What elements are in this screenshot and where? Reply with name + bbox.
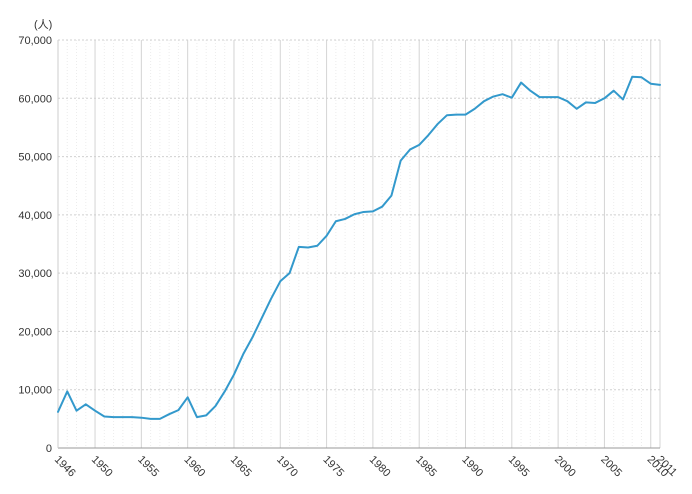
y-tick-label: 0	[46, 443, 52, 455]
series	[57, 75, 661, 420]
y-axis-unit-label: (人)	[34, 18, 52, 31]
x-tick-label: 1970	[274, 454, 300, 480]
y-tick-label: 30,000	[18, 268, 52, 280]
y-tick-label: 50,000	[18, 152, 52, 164]
x-tick-label: 1960	[182, 454, 208, 480]
y-tick-label: 20,000	[18, 326, 52, 338]
x-tick-label: 1990	[459, 454, 485, 480]
x-tick-label: 1946	[52, 454, 78, 480]
x-axis-ticks: 1946 1950 1955 1960 1965 1970 1975 1980 1985 1990…	[52, 454, 679, 480]
grid	[57, 39, 661, 448]
x-tick-label: 1955	[135, 454, 161, 480]
x-tick-label: 1995	[506, 454, 532, 480]
x-tick-label: 1950	[89, 454, 115, 480]
y-tick-label: 70,000	[18, 35, 52, 47]
series-line	[57, 75, 661, 420]
x-tick-label: 1965	[228, 454, 254, 480]
x-tick-label: 1980	[367, 454, 393, 480]
x-tick-label: 2000	[552, 454, 578, 480]
y-tick-label: 40,000	[18, 210, 52, 222]
x-tick-label: 1975	[320, 454, 346, 480]
x-tick-label: 2005	[598, 454, 624, 480]
x-tick-label: 1985	[413, 454, 439, 480]
y-tick-label: 10,000	[18, 385, 52, 397]
y-axis-ticks: 0 10,000 20,000 30,000 40,000 50,000 60,000 70,…	[18, 35, 52, 455]
y-tick-label: 60,000	[18, 93, 52, 105]
axes	[57, 40, 660, 449]
